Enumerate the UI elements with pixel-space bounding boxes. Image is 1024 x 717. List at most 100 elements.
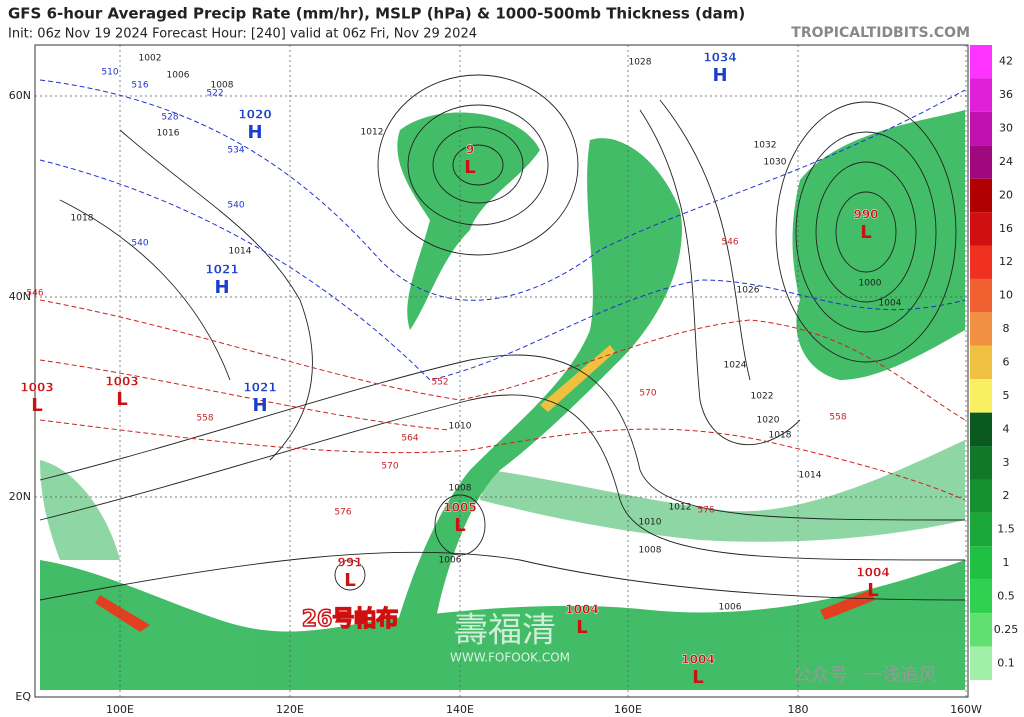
center-pressure: 990 xyxy=(853,208,878,222)
thickness-label: 534 xyxy=(227,146,244,156)
thickness-label: 516 xyxy=(131,81,148,91)
colorbar-label: 30 xyxy=(999,122,1013,135)
colorbar-label: 12 xyxy=(999,255,1013,268)
lon-label: 160W xyxy=(950,703,982,716)
thickness-label: 570 xyxy=(639,389,656,399)
center-symbol: L xyxy=(464,157,475,178)
center-pressure: 9 xyxy=(466,143,474,157)
colorbar-label: 20 xyxy=(999,188,1013,201)
lon-label: 160E xyxy=(614,703,642,716)
isobar-label: 1026 xyxy=(737,286,760,296)
center-symbol: L xyxy=(867,580,878,601)
isobar-label: 1028 xyxy=(629,58,652,68)
colorbar-swatch xyxy=(970,446,992,480)
isobar-label: 1018 xyxy=(769,431,792,441)
colorbar-swatch xyxy=(970,579,992,614)
center-symbol: L xyxy=(31,395,42,416)
colorbar-label: 10 xyxy=(999,289,1013,302)
center-pressure: 1021 xyxy=(243,381,276,395)
colorbar-swatch xyxy=(970,312,992,346)
isobar-label: 1022 xyxy=(751,392,774,402)
isobar-label: 1008 xyxy=(449,484,472,494)
isobar-label: 1018 xyxy=(71,214,94,224)
colorbar-label: 4 xyxy=(1003,422,1010,435)
colorbar-label: 6 xyxy=(1003,356,1010,369)
colorbar-swatch xyxy=(970,412,992,447)
center-pressure: 1020 xyxy=(238,108,271,122)
center-pressure: 1005 xyxy=(443,501,476,515)
thickness-label: 552 xyxy=(431,378,448,388)
colorbar-swatch xyxy=(970,245,992,279)
precip-areas xyxy=(40,110,965,690)
colorbar-swatch xyxy=(970,145,992,179)
center-pressure: 991 xyxy=(337,556,362,570)
colorbar-label: 5 xyxy=(1003,389,1010,402)
colorbar-swatch xyxy=(970,212,992,246)
lon-label: 120E xyxy=(276,703,304,716)
colorbar-label: 24 xyxy=(999,155,1013,168)
isobar-label: 1014 xyxy=(799,471,822,481)
thickness-label: 540 xyxy=(227,201,244,211)
isobar-label: 1012 xyxy=(669,503,692,513)
lon-label: 180 xyxy=(788,703,809,716)
center-pressure: 1004 xyxy=(681,653,714,667)
colorbar-label: 1.5 xyxy=(997,523,1015,536)
colorbar-label: 0.1 xyxy=(997,656,1015,669)
center-symbol: L xyxy=(692,667,703,688)
isobar-label: 1020 xyxy=(757,416,780,426)
thickness-label: 558 xyxy=(196,414,213,424)
isobar-label: 1012 xyxy=(361,128,384,138)
center-symbol: L xyxy=(576,617,587,638)
isobar-label: 1010 xyxy=(639,518,662,528)
colorbar-label: 36 xyxy=(999,88,1013,101)
colorbar-swatch xyxy=(970,345,992,380)
isobar-label: 1004 xyxy=(879,299,902,309)
thickness-label: 528 xyxy=(161,113,178,123)
watermark: WWW.FOFOOK.COM xyxy=(450,651,570,665)
colorbar-label: 0.5 xyxy=(997,589,1015,602)
center-symbol: H xyxy=(214,277,229,298)
colorbar-swatch xyxy=(970,479,992,513)
colorbar-swatch xyxy=(970,613,992,647)
colorbar-swatch xyxy=(970,646,992,680)
colorbar-swatch xyxy=(970,546,992,580)
graticule xyxy=(35,45,968,697)
thickness-lines xyxy=(39,79,966,501)
center-symbol: L xyxy=(860,222,871,243)
thickness-label: 540 xyxy=(131,239,148,249)
isobar-label: 1010 xyxy=(449,422,472,432)
colorbar-swatch xyxy=(970,379,992,413)
map-subtitle: Init: 06z Nov 19 2024 Forecast Hour: [24… xyxy=(8,27,477,42)
center-pressure: 1003 xyxy=(20,381,53,395)
center-pressure: 1004 xyxy=(565,603,598,617)
thickness-label: 510 xyxy=(101,68,118,78)
center-symbol: L xyxy=(344,570,355,591)
isobar-label: 1024 xyxy=(724,361,747,371)
colorbar-swatch xyxy=(970,78,992,112)
watermark: 公众号 · 一浅追风 xyxy=(793,665,936,686)
storm-annotation: 26号帕布 xyxy=(302,606,399,632)
colorbar-label: 42 xyxy=(999,55,1013,68)
colorbar-swatch xyxy=(970,278,992,313)
thickness-label: 546 xyxy=(26,289,43,299)
isobar-label: 1008 xyxy=(639,546,662,556)
colorbar-label: 1 xyxy=(1003,556,1010,569)
thickness-label: 564 xyxy=(401,434,418,444)
thickness-label: 546 xyxy=(721,238,738,248)
center-symbol: L xyxy=(116,389,127,410)
watermark: 壽福清 xyxy=(454,611,556,651)
colorbar-swatch xyxy=(970,512,992,547)
thickness-label: 558 xyxy=(829,413,846,423)
isobar-label: 1000 xyxy=(859,279,882,289)
isobar-label: 1002 xyxy=(139,54,162,64)
isobar-label: 1030 xyxy=(764,158,787,168)
center-symbol: H xyxy=(252,395,267,416)
isobar-label: 1006 xyxy=(167,71,190,81)
colorbar-swatch xyxy=(970,178,992,213)
colorbar-swatch xyxy=(970,45,992,79)
colorbar-label: 16 xyxy=(999,222,1013,235)
thickness-label: 576 xyxy=(697,506,714,516)
center-symbol: H xyxy=(247,122,262,143)
lat-label: 40N xyxy=(9,290,31,303)
